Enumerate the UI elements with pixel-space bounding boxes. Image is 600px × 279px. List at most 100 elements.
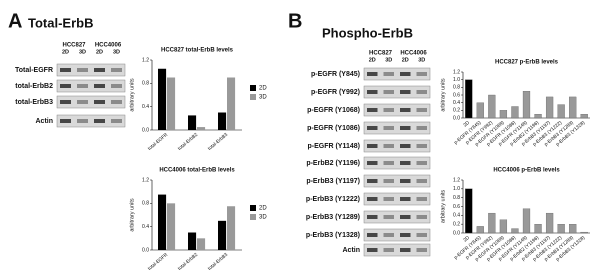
bar [499, 219, 508, 234]
bar [557, 104, 565, 119]
blot-band [416, 215, 427, 219]
blot-strip [363, 103, 431, 117]
bar [511, 106, 519, 119]
legend-swatch [250, 205, 256, 211]
blot-band [367, 161, 378, 165]
condition: 3D [79, 49, 86, 55]
blot-band [400, 72, 411, 76]
bar [465, 79, 473, 119]
blot-band [94, 84, 105, 88]
blot-band [383, 233, 394, 237]
blot-label: p-EGFR (Y1148) [307, 143, 360, 150]
bar [499, 110, 508, 119]
bar [569, 224, 577, 234]
blot-strip [363, 228, 431, 242]
y-tick-label: 0.2 [453, 221, 460, 227]
bar [218, 112, 227, 130]
bar [522, 91, 531, 119]
blot-band [416, 126, 427, 130]
x-tick-label: total-ErbB3 [207, 132, 229, 152]
blot-label: p-ErbB3 (Y1289) [306, 214, 360, 221]
blot-band [383, 72, 394, 76]
blot-strip [56, 95, 126, 109]
blot-band [111, 100, 122, 104]
y-axis-label: arbitrary units [440, 78, 446, 112]
y-tick-label: 0.8 [142, 201, 149, 207]
blot-band [400, 215, 411, 219]
blot-strip [363, 121, 431, 135]
blot-band [383, 108, 394, 112]
condition: 2D [369, 57, 376, 63]
bar [569, 96, 577, 119]
bar [488, 94, 496, 119]
blot-band [367, 215, 378, 219]
x-tick-label: total-ErbB3 [207, 252, 229, 272]
bar [167, 203, 176, 250]
blot-band [77, 119, 88, 123]
blot-band [94, 119, 105, 123]
cell-line: HCC827 [62, 43, 86, 49]
blot-band [416, 161, 427, 165]
blot-band [400, 161, 411, 165]
condition: 2D [402, 57, 409, 63]
y-tick-label: 1.2 [142, 57, 149, 63]
blot-band [367, 108, 378, 112]
x-tick-label: 2D [462, 235, 471, 244]
blot-label: total-ErbB3 [15, 99, 53, 106]
condition: 2D [96, 49, 103, 55]
y-tick-label: 0.6 [453, 204, 460, 210]
blot-label: Actin [343, 247, 361, 254]
blot-band [367, 179, 378, 183]
blot-band [111, 68, 122, 72]
blot-label: p-EGFR (Y845) [311, 71, 360, 78]
bar [522, 208, 531, 234]
cell-line: HCC4006 [95, 43, 122, 49]
bar [545, 212, 554, 234]
y-tick-label: 0.4 [453, 100, 460, 106]
legend-label: 2D [259, 86, 267, 92]
condition: 3D [418, 57, 425, 63]
chart-title: HCC827 p-ErbB levels [495, 60, 559, 66]
bar [197, 238, 206, 250]
blot-band [367, 126, 378, 130]
blot-band [383, 161, 394, 165]
blot-label: p-EGFR (Y992) [311, 89, 360, 96]
y-tick-label: 0.2 [453, 108, 460, 114]
bar [188, 115, 197, 130]
condition: 3D [113, 49, 120, 55]
blot-strip [363, 67, 431, 81]
x-tick-label: total-ErbB2 [177, 252, 199, 272]
y-axis-label: arbitrary units [440, 190, 446, 224]
chart-title: HCC4006 p-ErbB levels [493, 168, 560, 174]
blot-band [416, 108, 427, 112]
bar [580, 114, 588, 119]
y-tick-label: 0.4 [142, 224, 149, 230]
y-tick-label: 1.2 [453, 177, 460, 183]
blot-band [416, 248, 427, 252]
legend-swatch [250, 85, 256, 91]
blot-band [416, 197, 427, 201]
legend-swatch [250, 214, 256, 220]
blot-band [400, 126, 411, 130]
blot-strip [363, 139, 431, 153]
blot-label: p-ErbB3 (Y1197) [306, 178, 360, 185]
blot-band [400, 108, 411, 112]
blot-strip [56, 63, 126, 77]
panel-letter: B [288, 10, 302, 32]
blot-strip [363, 210, 431, 224]
y-tick-label: 0.0 [142, 247, 149, 253]
blot-label: p-ErbB3 (Y1222) [306, 196, 360, 203]
blot-band [400, 179, 411, 183]
y-tick-label: 0.0 [453, 115, 460, 121]
blot-band [94, 100, 105, 104]
blot-strip [363, 243, 431, 257]
blot-band [77, 84, 88, 88]
panel-title: Total-ErbB [28, 15, 93, 30]
blot-band [383, 215, 394, 219]
bar [158, 68, 167, 130]
y-tick-label: 1.0 [453, 186, 460, 192]
bar [511, 228, 519, 234]
legend-label: 3D [259, 95, 267, 101]
blot-band [367, 144, 378, 148]
